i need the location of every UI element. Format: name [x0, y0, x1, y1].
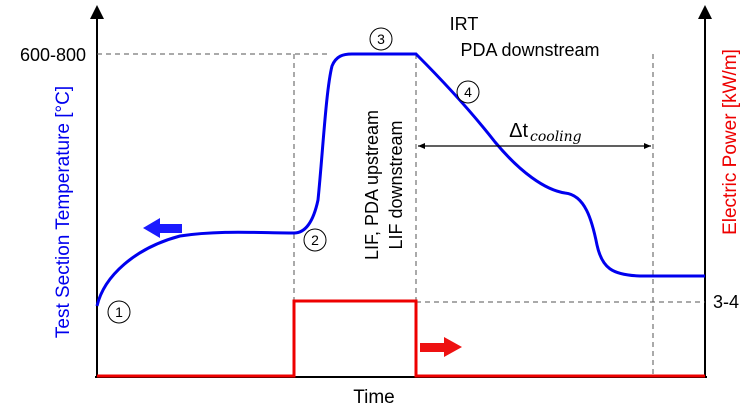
cooling-delta-symbol: Δt — [509, 120, 528, 142]
svg-text:3: 3 — [377, 31, 385, 47]
phase-label-heating-1: LIF, PDA upstream — [362, 110, 382, 260]
step-marker-2: 2 — [303, 228, 327, 252]
svg-text:4: 4 — [464, 84, 472, 100]
phase-label-cooling-1: IRT — [450, 14, 479, 34]
step-marker-4: 4 — [456, 80, 480, 104]
phase-label-cooling-2: PDA downstream — [460, 40, 599, 60]
x-axis-label: Time — [353, 387, 395, 408]
y-axis-label-left: Test Section Temperature [°C] — [53, 86, 74, 338]
svg-text:1: 1 — [115, 304, 123, 320]
power-series-line — [97, 299, 705, 378]
y-tick-label-left: 600-800 — [20, 45, 86, 65]
phase-label-heating-2: LIF downstream — [386, 120, 406, 249]
y-tick-label-right: 3-4 — [713, 292, 739, 312]
y-axis-label-right: Electric Power [kW/m] — [720, 49, 741, 235]
step-marker-1: 1 — [107, 300, 131, 324]
temperature-series-line — [95, 52, 705, 307]
blue-axis-arrow-icon — [143, 218, 182, 238]
red-axis-arrow-icon — [420, 337, 462, 357]
svg-text:2: 2 — [311, 232, 319, 248]
cooling-delta-subscript: cooling — [530, 129, 582, 145]
step-marker-3: 3 — [369, 27, 393, 51]
